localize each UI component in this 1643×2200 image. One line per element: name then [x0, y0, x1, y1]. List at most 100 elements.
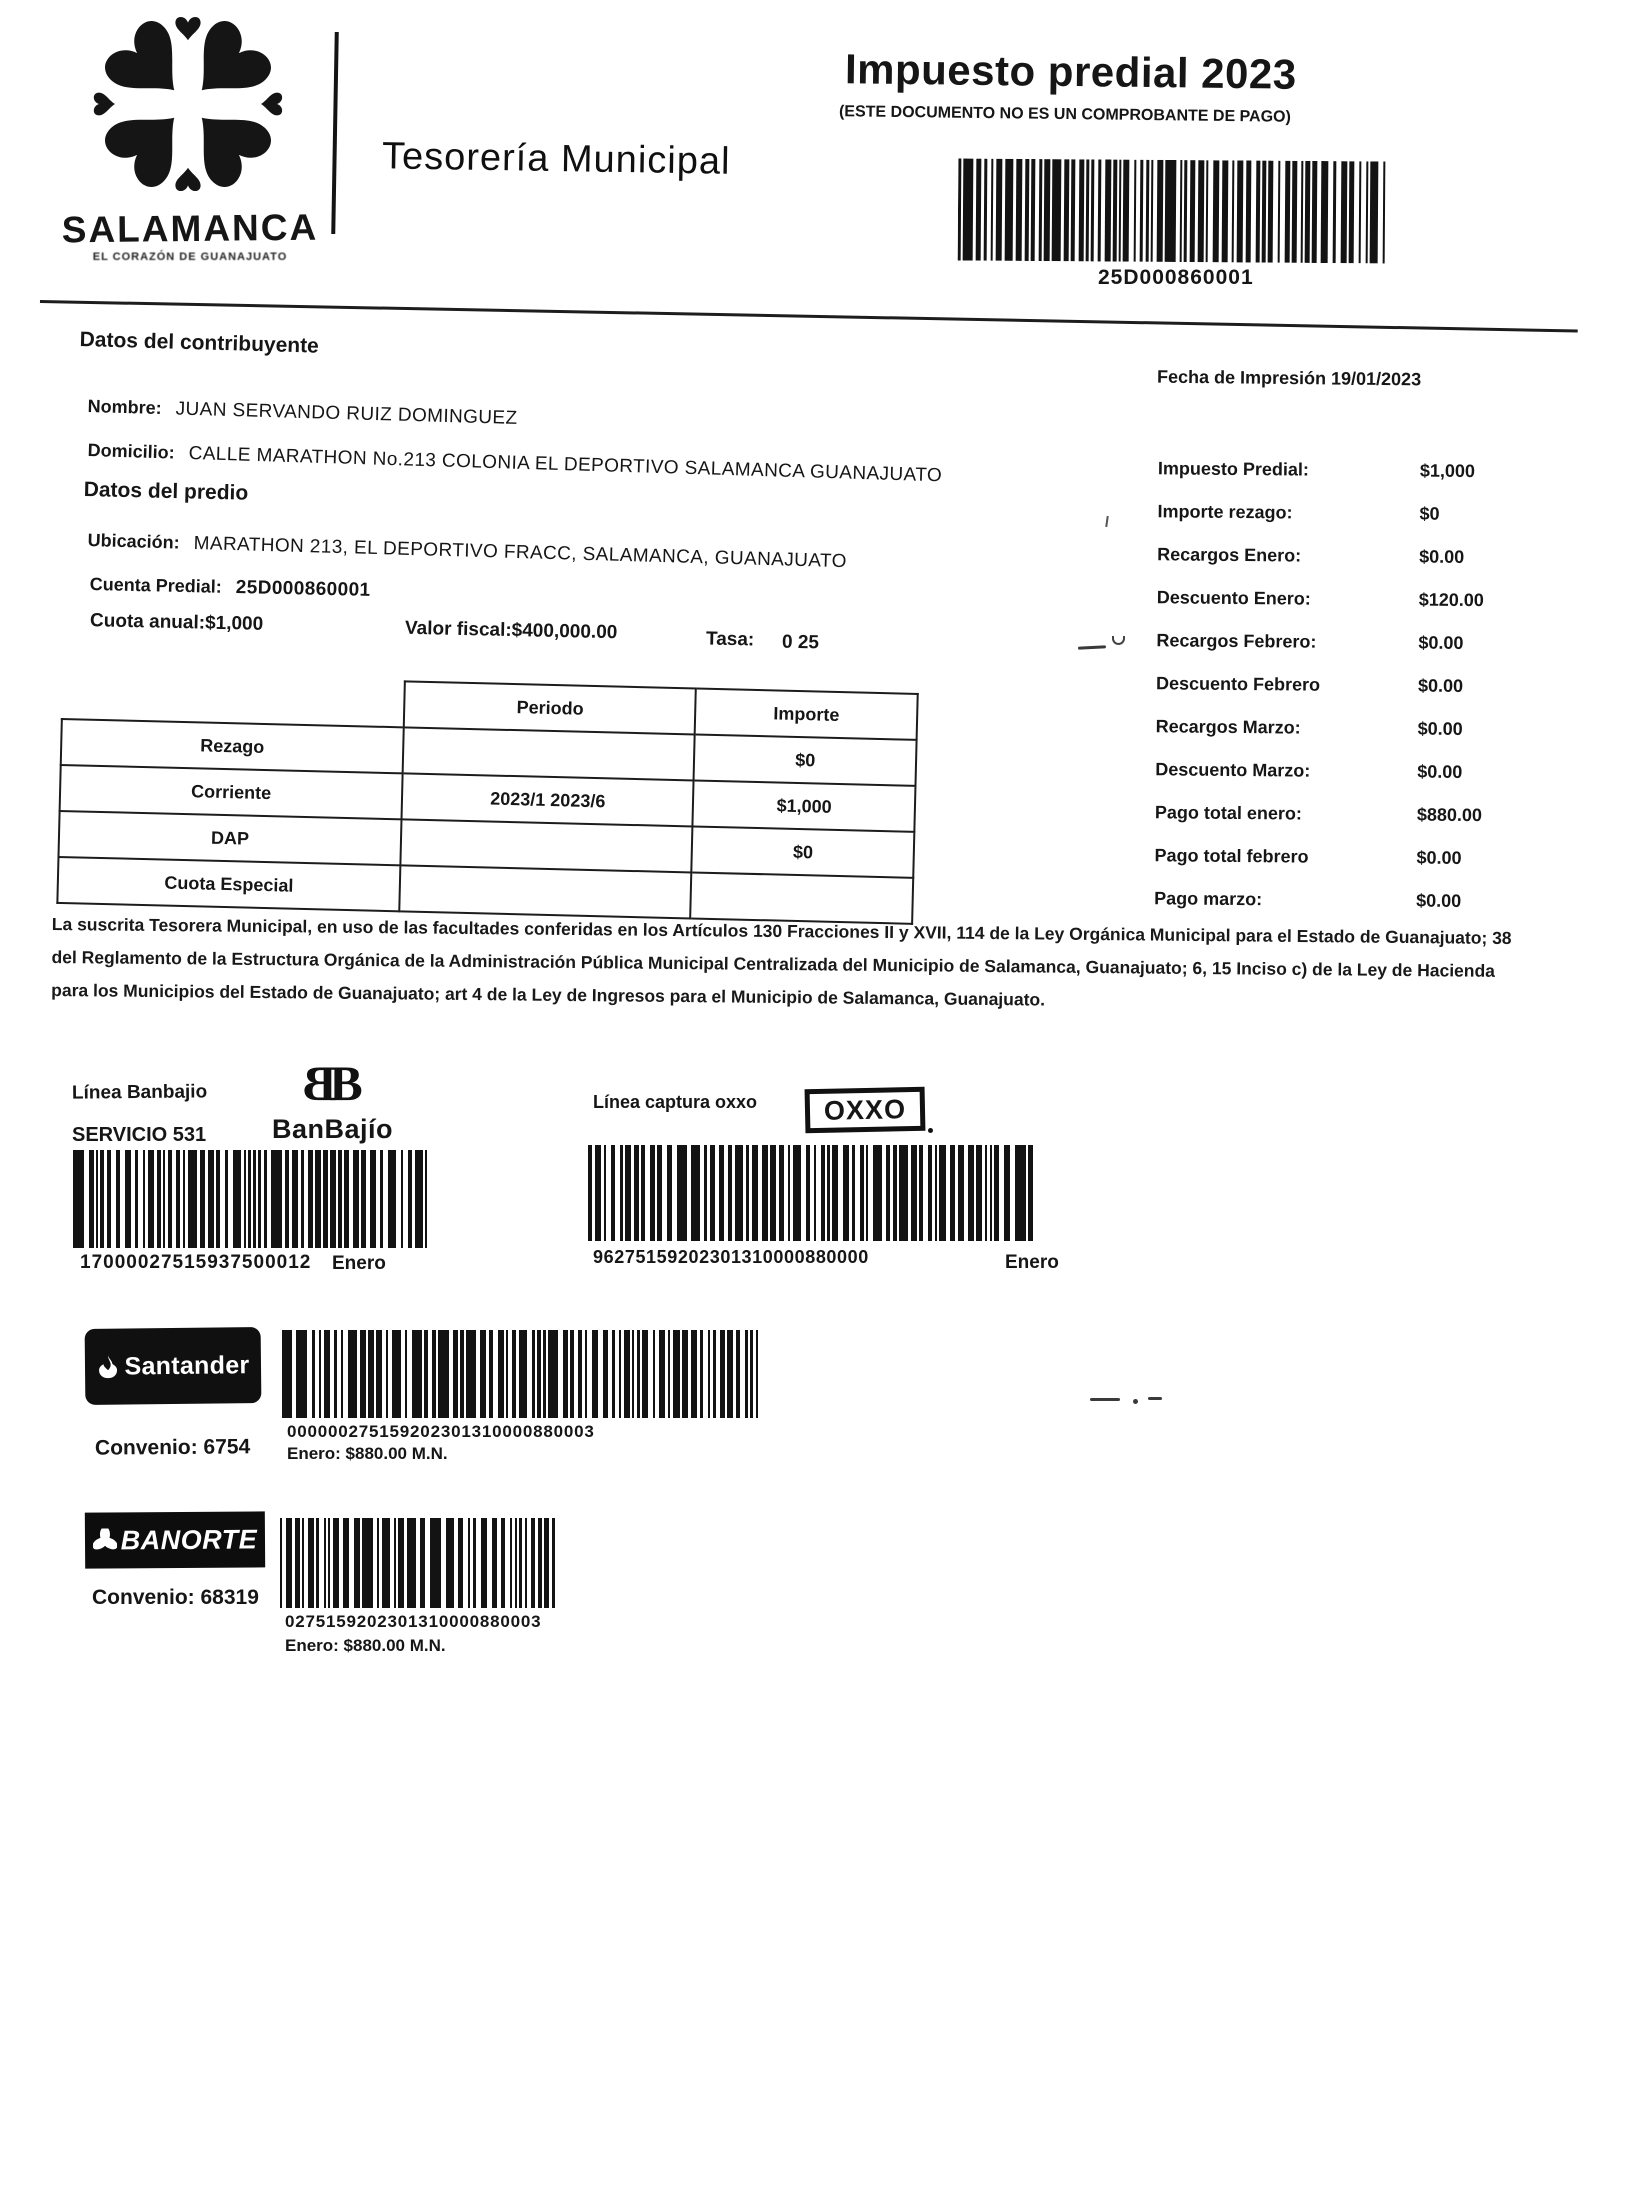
resumen-row: Recargos Enero: $0.00 [1124, 544, 1584, 591]
account-barcode [957, 158, 1391, 264]
row-concepto: Cuota Especial [57, 856, 401, 912]
oxxo-logo-dot [928, 1128, 933, 1133]
resumen-label: Descuento Enero: [1156, 587, 1311, 609]
tasa-label: Tasa: [705, 628, 755, 651]
resumen-label: Pago total enero: [1154, 802, 1303, 824]
banbajio-linea-label: Línea Banbajio [71, 1081, 208, 1104]
santander-monto: Enero: $880.00 M.N. [287, 1444, 448, 1463]
resumen-label: Recargos Febrero: [1156, 630, 1317, 652]
banorte-convenio: Convenio: 68319 [92, 1586, 259, 1609]
brand-tagline: EL CORAZÓN DE GUANAJUATO [92, 251, 288, 263]
document-title: Impuesto predial 2023 [844, 45, 1297, 98]
resumen-value: $0.00 [1416, 890, 1462, 911]
nombre-label: Nombre: [87, 396, 162, 419]
banorte-monto: Enero: $880.00 M.N. [285, 1636, 446, 1655]
santander-flame-icon [98, 1353, 117, 1379]
row-importe: $0 [694, 734, 917, 786]
banbajio-logo-wordmark: BanBajío [272, 1114, 394, 1144]
nombre-field: Nombre: JUAN SERVANDO RUIZ DOMINGUEZ [87, 396, 517, 430]
pen-mark [1077, 645, 1107, 650]
nombre-value: JUAN SERVANDO RUIZ DOMINGUEZ [175, 398, 518, 429]
predio-section-title: Datos del predio [83, 478, 249, 505]
resumen-row: Recargos Marzo: $0.00 [1122, 716, 1582, 763]
banorte-barcode-number: 0275159202301310000880003 [285, 1612, 542, 1631]
oxxo-linea-label: Línea captura oxxo [593, 1092, 758, 1112]
santander-barcode [282, 1330, 765, 1418]
resumen-value: $1,000 [1419, 460, 1476, 482]
banorte-logo: BANORTE [84, 1511, 266, 1569]
resumen-label: Descuento Marzo: [1155, 759, 1311, 781]
row-concepto: Rezago [60, 719, 404, 774]
banbajio-monogram-icon: BB [303, 1055, 363, 1111]
oxxo-mes: Enero [1005, 1252, 1059, 1273]
santander-barcode-number: 000000275159202301310000880003 [287, 1422, 595, 1441]
resumen-pagos: Impuesto Predial: $1,000 Importe rezago: $… [1121, 458, 1585, 935]
resumen-value: $880.00 [1416, 804, 1483, 826]
oxxo-logo: OXXO [804, 1086, 926, 1134]
fecha-impresion: Fecha de Impresión 19/01/2023 [1156, 366, 1422, 390]
resumen-row: Importe rezago: $0 [1124, 501, 1584, 548]
resumen-value: $0.00 [1417, 718, 1463, 739]
resumen-row: Descuento Marzo: $0.00 [1122, 759, 1582, 806]
santander-logo: Santander [84, 1327, 262, 1405]
section-divider [39, 300, 1578, 333]
valor-fiscal: Valor fiscal:$400,000.00 [404, 617, 618, 644]
santander-convenio: Convenio: 6754 [94, 1435, 251, 1460]
col-header-importe: Importe [695, 688, 918, 740]
resumen-row: Descuento Enero: $120.00 [1123, 587, 1583, 634]
resumen-value: $0.00 [1419, 546, 1465, 567]
resumen-value: $0.00 [1418, 632, 1464, 653]
resumen-row: Impuesto Predial: $1,000 [1125, 458, 1585, 505]
header-divider [331, 31, 339, 235]
account-barcode-number: 25D000860001 [1098, 266, 1254, 289]
row-periodo [400, 819, 693, 873]
ubicacion-field: Ubicación: MARATHON 213, EL DEPORTIVO FRA… [87, 530, 847, 573]
resumen-label: Descuento Febrero [1155, 673, 1321, 695]
row-periodo [399, 865, 692, 919]
salamanca-logo [93, 14, 283, 194]
banorte-propeller-icon [92, 1528, 117, 1550]
pen-mark [1112, 636, 1125, 645]
resumen-label: Pago total febrero [1154, 845, 1309, 867]
document-subtitle: (ESTE DOCUMENTO NO ES UN COMPROBANTE DE … [838, 103, 1291, 126]
banbajio-servicio: SERVICIO 531 [72, 1124, 207, 1146]
resumen-value: $0.00 [1417, 675, 1464, 696]
row-concepto: DAP [58, 810, 402, 866]
cuota-anual: Cuota anual:$1,000 [89, 610, 264, 635]
resumen-value: $120.00 [1418, 589, 1484, 611]
cuenta-predial-label: Cuenta Predial: [89, 574, 223, 597]
pen-mark [1133, 1399, 1138, 1404]
oxxo-barcode-number: 96275159202301310000880000 [593, 1247, 869, 1267]
oxxo-barcode [588, 1145, 1040, 1241]
brand-name: SALAMANCA [61, 206, 319, 251]
row-importe: $0 [691, 826, 915, 878]
banorte-barcode [280, 1518, 562, 1608]
legal-text: La suscrita Tesorera Municipal, en uso d… [51, 913, 1512, 1010]
row-concepto: Corriente [59, 764, 403, 820]
department-title: Tesorería Municipal [381, 135, 731, 183]
cuenta-predial-value: 25D000860001 [235, 577, 371, 601]
resumen-row: Descuento Febrero $0.00 [1123, 673, 1583, 720]
pen-mark [1090, 1398, 1120, 1401]
banorte-wordmark: BANORTE [120, 1523, 258, 1555]
banbajio-barcode [73, 1150, 435, 1248]
contribuyente-section-title: Datos del contribuyente [79, 328, 320, 358]
banbajio-mes: Enero [332, 1253, 386, 1274]
resumen-label: Impuesto Predial: [1157, 458, 1310, 480]
row-importe: $1,000 [692, 780, 916, 832]
domicilio-label: Domicilio: [87, 440, 175, 463]
resumen-value: $0.00 [1416, 847, 1462, 868]
col-header-periodo: Periodo [403, 681, 697, 735]
pen-mark [1105, 515, 1109, 528]
periodos-table: Periodo Importe Rezago $0 Corriente 2023… [56, 672, 918, 925]
row-periodo [402, 727, 696, 781]
table-empty-header [62, 673, 405, 727]
row-periodo: 2023/1 2023/6 [401, 773, 695, 827]
resumen-label: Recargos Enero: [1157, 544, 1302, 566]
banbajio-barcode-number: 17000027515937500012 [80, 1252, 312, 1273]
ubicacion-value: MARATHON 213, EL DEPORTIVO FRACC, SALAMA… [193, 532, 848, 573]
ubicacion-label: Ubicación: [87, 530, 180, 553]
santander-wordmark: Santander [124, 1350, 250, 1381]
domicilio-value: CALLE MARATHON No.213 COLONIA EL DEPORTI… [188, 442, 943, 487]
